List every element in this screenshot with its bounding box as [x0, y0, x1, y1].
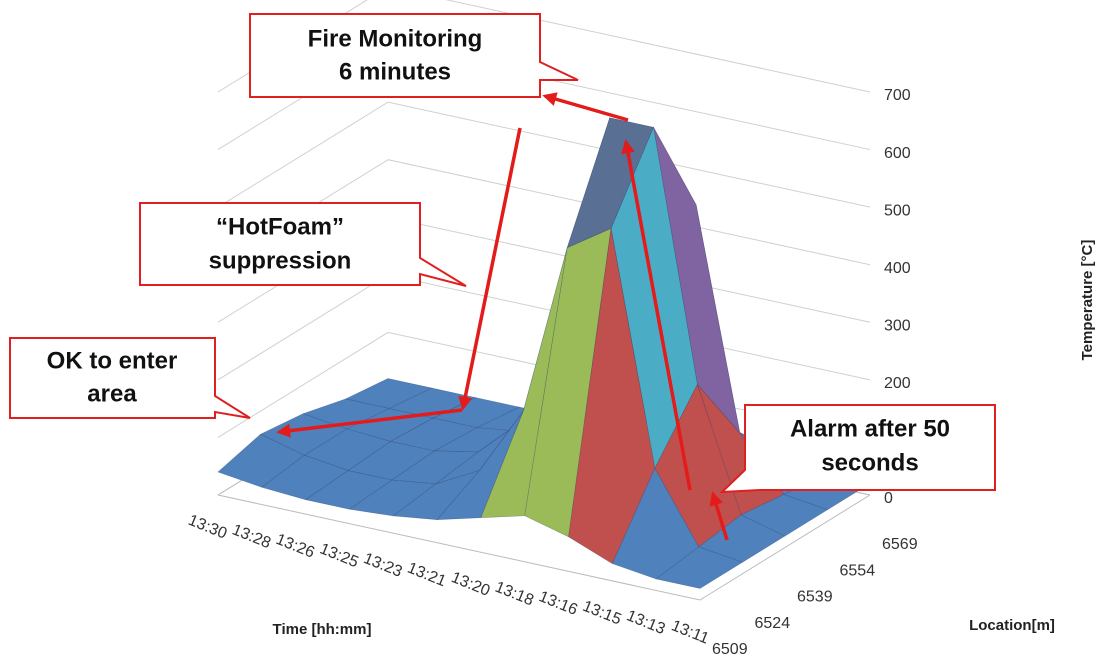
y-tick-label: 6509	[712, 641, 748, 658]
surface-cell	[698, 514, 786, 563]
x-tick-label: 13:25	[317, 540, 361, 571]
callout-text: suppression	[209, 247, 352, 274]
x-tick-label: 13:20	[449, 569, 493, 600]
callout-box	[249, 13, 579, 98]
y-tick-label: 6554	[840, 562, 876, 579]
x-axis-title: Time [hh:mm]	[273, 621, 372, 638]
surface-cell	[655, 546, 744, 589]
z-tick-label: 200	[884, 375, 911, 392]
x-tick-label: 13:21	[405, 560, 449, 591]
x-tick-label: 13:23	[361, 550, 405, 581]
y-tick-label: 6569	[882, 536, 918, 553]
floor-front	[217, 494, 871, 601]
z-tick-label: 0	[884, 490, 893, 507]
z-tick-label: 700	[884, 87, 911, 104]
callout-text: Fire Monitoring	[308, 25, 483, 52]
z-axis-title: Temperature [°C]	[1079, 240, 1096, 361]
y-tick-label: 6539	[797, 589, 833, 606]
callout-text: “HotFoam”	[216, 213, 344, 240]
x-tick-label: 13:13	[624, 607, 668, 638]
callout-text: Alarm after 50	[790, 415, 950, 442]
callout-text: area	[87, 380, 137, 407]
callout-text: 6 minutes	[339, 58, 451, 85]
x-tick-label: 13:11	[669, 617, 711, 647]
callout-box	[9, 337, 251, 419]
callout-box	[719, 404, 996, 494]
arrow	[621, 139, 692, 491]
callout-box	[139, 202, 467, 287]
z-tick-label: 500	[884, 202, 911, 219]
arrow	[542, 92, 629, 122]
arrow	[709, 491, 729, 541]
x-tick-label: 13:26	[273, 531, 317, 562]
z-tick-label: 600	[884, 145, 911, 162]
surface	[217, 116, 871, 589]
callout-text: seconds	[821, 449, 918, 476]
y-tick-label: 6524	[755, 615, 791, 632]
callout-text: OK to enter	[47, 347, 178, 374]
y-axis-title: Location[m]	[969, 617, 1055, 634]
grid-line	[217, 101, 871, 208]
arrow	[458, 127, 522, 411]
z-tick-label: 300	[884, 318, 911, 335]
x-tick-label: 13:18	[493, 579, 537, 610]
arrow	[276, 408, 463, 438]
x-tick-label: 13:30	[186, 512, 230, 543]
z-tick-label: 400	[884, 260, 911, 277]
annotations: Fire Monitoring 6 minutes “HotFoam” supp…	[9, 13, 996, 541]
x-tick-label: 13:16	[536, 588, 580, 619]
x-tick-label: 13:28	[230, 521, 274, 552]
x-tick-label: 13:15	[580, 598, 624, 629]
